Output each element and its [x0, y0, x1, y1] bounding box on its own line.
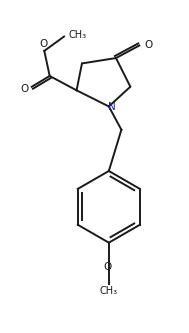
Text: O: O: [104, 262, 112, 272]
Text: O: O: [20, 84, 28, 94]
Text: CH₃: CH₃: [100, 286, 118, 296]
Text: O: O: [145, 40, 153, 50]
Text: CH₃: CH₃: [68, 30, 87, 40]
Text: N: N: [108, 102, 115, 112]
Text: O: O: [39, 39, 48, 49]
